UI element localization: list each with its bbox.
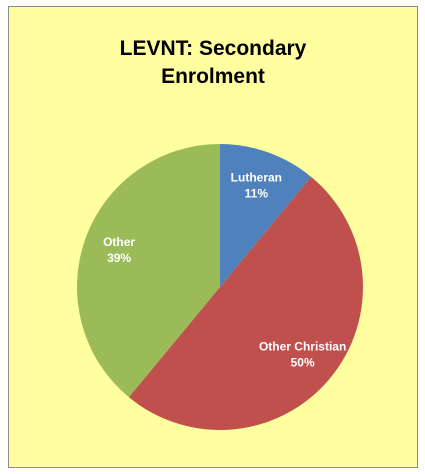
- chart-title: LEVNT: Secondary Enrolment: [119, 37, 307, 88]
- slice-label: Other: [103, 235, 135, 249]
- pie-slice: [77, 144, 220, 398]
- pie-slice: [128, 176, 364, 430]
- slice-value-label: 50%: [291, 356, 315, 370]
- slice-value-label: 11%: [245, 186, 269, 200]
- slice-label: Lutheran: [231, 170, 282, 184]
- slice-value-label: 39%: [107, 251, 131, 265]
- slice-label: Other Christian: [259, 340, 346, 354]
- pie-slice: [220, 144, 312, 287]
